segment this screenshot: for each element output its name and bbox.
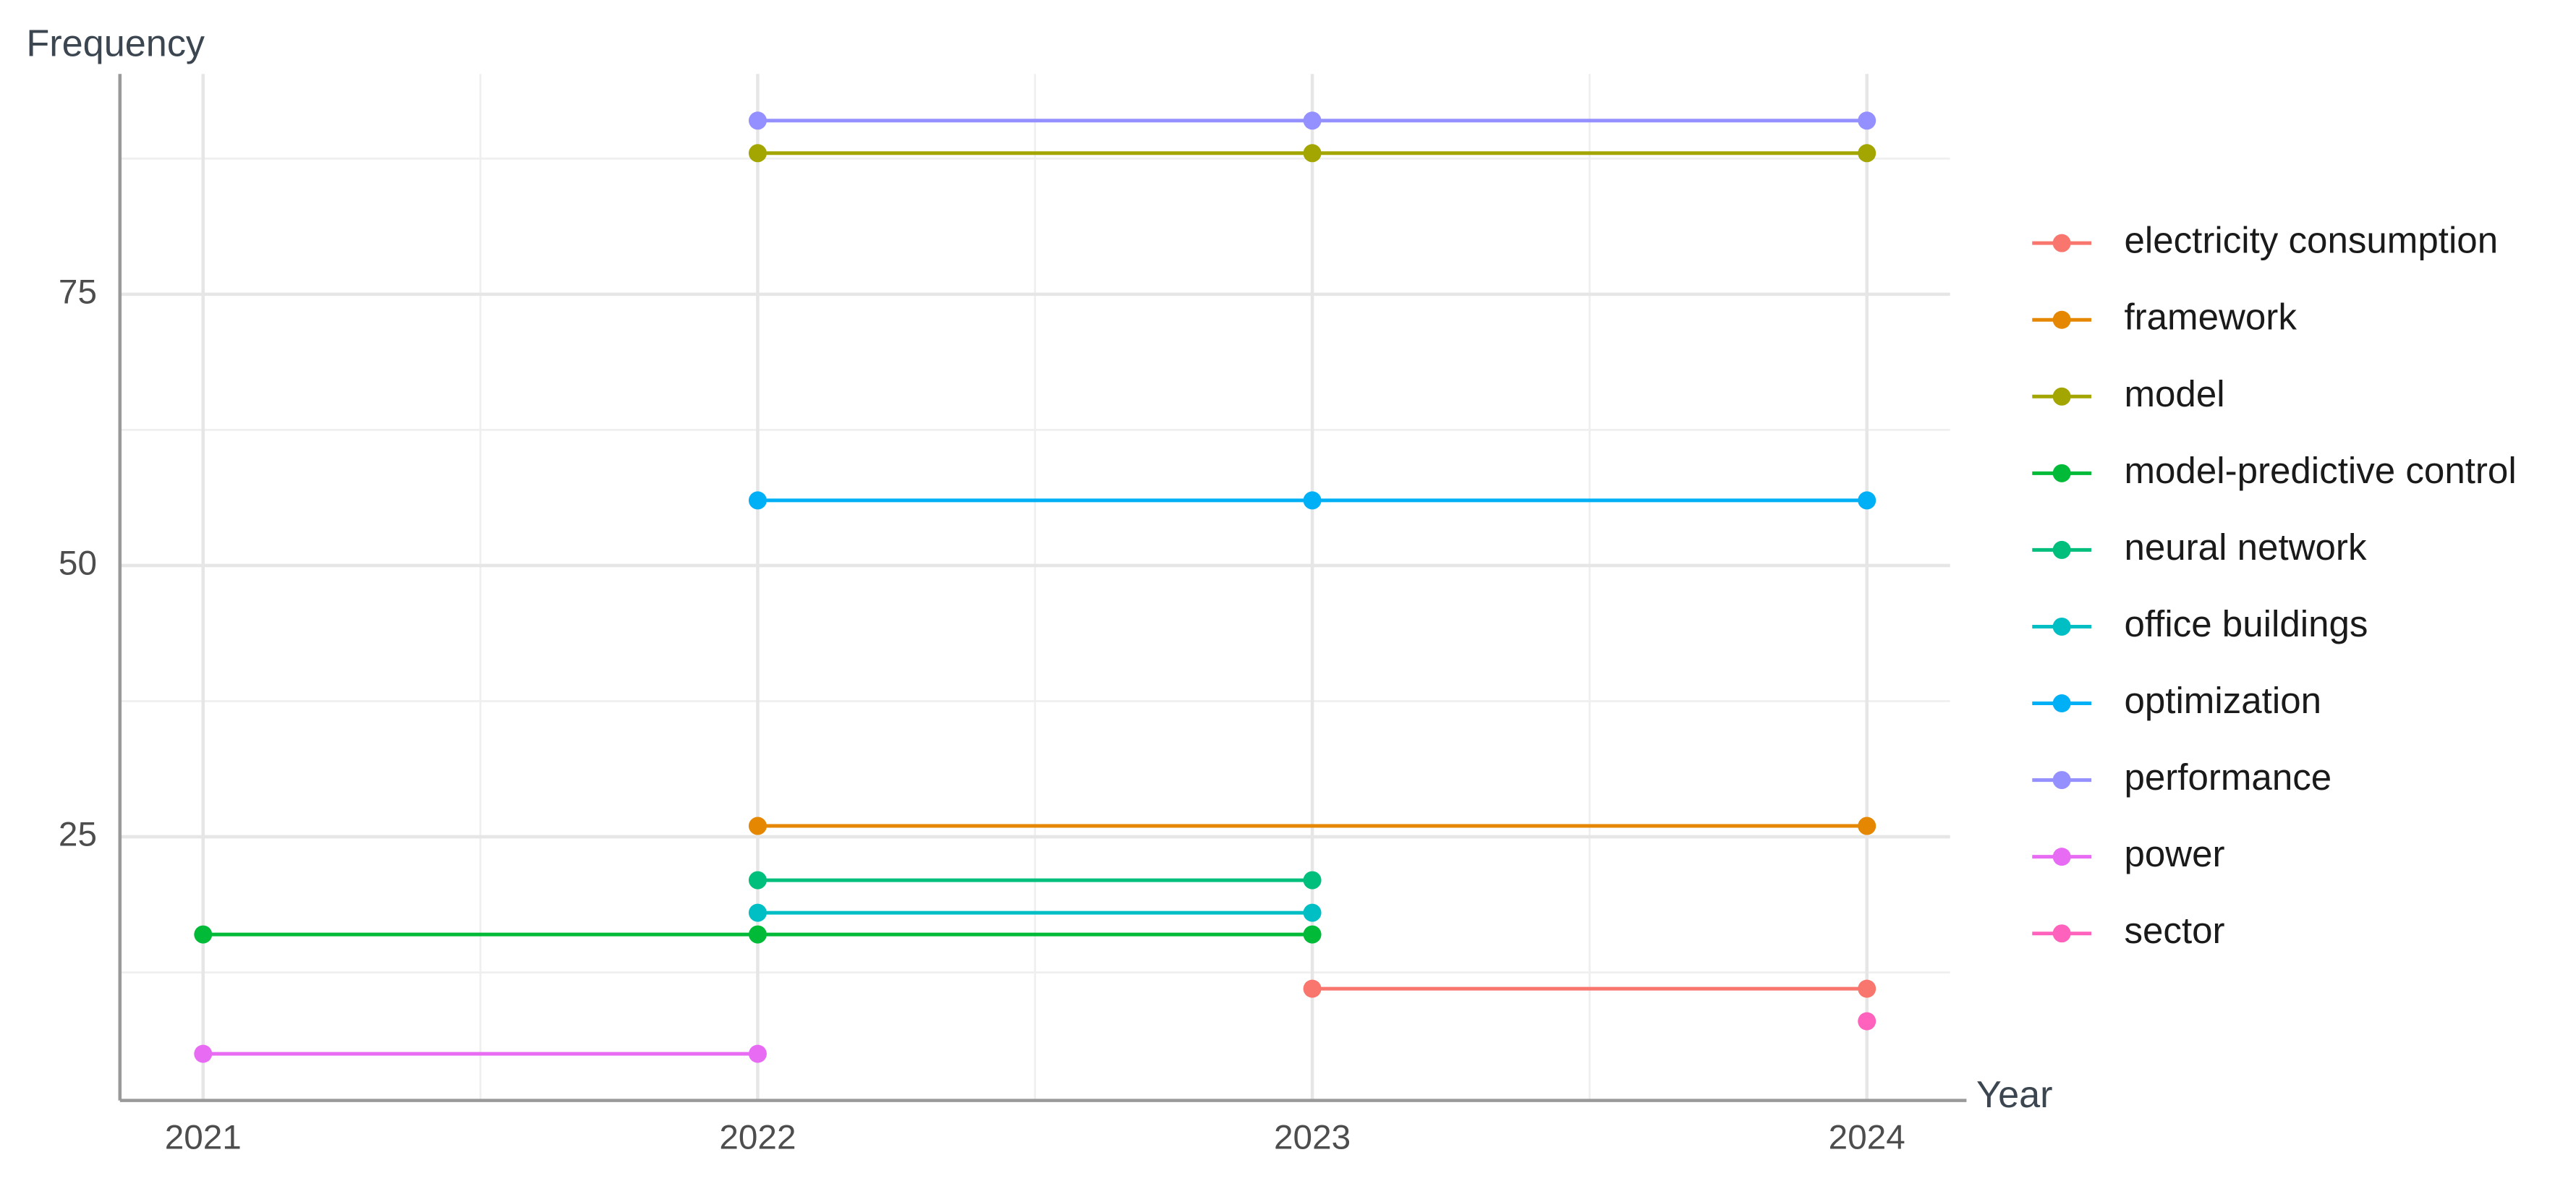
point	[1858, 1012, 1876, 1031]
legend-point	[2052, 310, 2071, 329]
legend-point	[2052, 924, 2071, 943]
legend-label: office buildings	[2124, 603, 2368, 644]
point	[748, 871, 767, 890]
legend-label: electricity consumption	[2124, 220, 2498, 261]
legend-label: optimization	[2124, 680, 2321, 721]
point	[748, 925, 767, 944]
legend-label: model	[2124, 373, 2224, 414]
x-tick-label: 2024	[1829, 1119, 1905, 1157]
y-tick-label: 75	[59, 273, 97, 311]
legend-point	[2052, 848, 2071, 866]
point	[1858, 979, 1876, 998]
point	[194, 1044, 213, 1063]
x-tick-label: 2022	[719, 1119, 796, 1157]
point	[1303, 979, 1322, 998]
point	[1303, 111, 1322, 130]
y-axis-title: Frequency	[26, 22, 205, 64]
legend-point	[2052, 771, 2071, 790]
legend-label: sector	[2124, 910, 2224, 951]
point	[748, 1044, 767, 1063]
legend-label: neural network	[2124, 526, 2366, 568]
point	[748, 144, 767, 163]
x-tick-label: 2021	[165, 1119, 242, 1157]
y-tick-label: 25	[59, 816, 97, 854]
legend-point	[2052, 387, 2071, 406]
legend-label: power	[2124, 833, 2224, 874]
x-tick-label: 2023	[1274, 1119, 1351, 1157]
point	[1858, 817, 1876, 835]
legend-point	[2052, 617, 2071, 636]
y-tick-label: 50	[59, 545, 97, 583]
point	[1858, 144, 1876, 163]
point	[1303, 491, 1322, 510]
point	[1303, 144, 1322, 163]
point	[748, 111, 767, 130]
point	[194, 925, 213, 944]
point	[1303, 903, 1322, 922]
legend-point	[2052, 540, 2071, 559]
legend-point	[2052, 234, 2071, 252]
point	[1858, 491, 1876, 510]
legend-point	[2052, 464, 2071, 482]
point	[748, 817, 767, 835]
point	[748, 903, 767, 922]
point	[748, 491, 767, 510]
x-axis-title: Year	[1976, 1074, 2053, 1116]
legend-label: model-predictive control	[2124, 450, 2516, 491]
legend-label: framework	[2124, 297, 2297, 338]
point	[1303, 925, 1322, 944]
legend-point	[2052, 694, 2071, 713]
point	[1858, 111, 1876, 130]
point	[1303, 871, 1322, 890]
legend-label: performance	[2124, 756, 2331, 798]
